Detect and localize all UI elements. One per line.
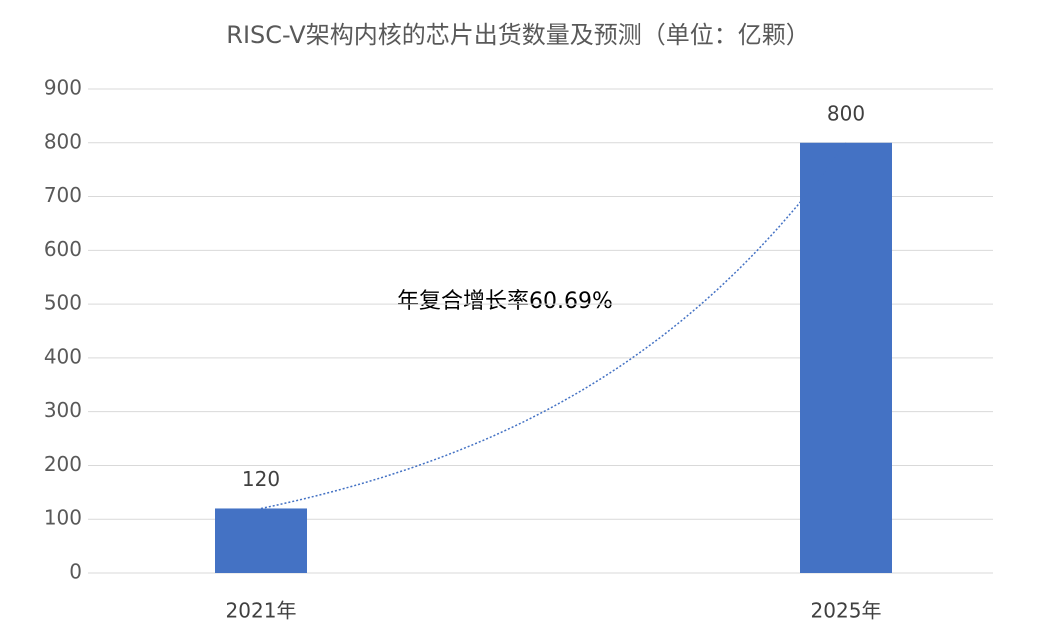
chart-title: RISC-V架构内核的芯片出货数量及预测（单位：亿颗）	[226, 21, 809, 49]
y-tick-label: 700	[44, 183, 82, 207]
y-tick-label: 800	[44, 129, 82, 153]
value-label: 120	[242, 467, 280, 491]
trendline	[260, 142, 847, 510]
y-tick-label: 0	[69, 560, 82, 584]
y-tick-label: 300	[44, 398, 82, 422]
x-tick-label: 2025年	[811, 599, 882, 623]
y-tick-label: 900	[44, 76, 82, 100]
annotation: 年复合增长率60.69%	[397, 289, 613, 314]
bar	[800, 142, 892, 573]
x-tick-label: 2021年	[226, 599, 297, 623]
y-tick-label: 400	[44, 344, 82, 368]
bar	[215, 508, 307, 573]
value-label: 800	[827, 101, 865, 125]
y-tick-label: 500	[44, 291, 82, 315]
y-tick-label: 600	[44, 237, 82, 261]
y-tick-label: 100	[44, 506, 82, 530]
y-tick-label: 200	[44, 452, 82, 476]
